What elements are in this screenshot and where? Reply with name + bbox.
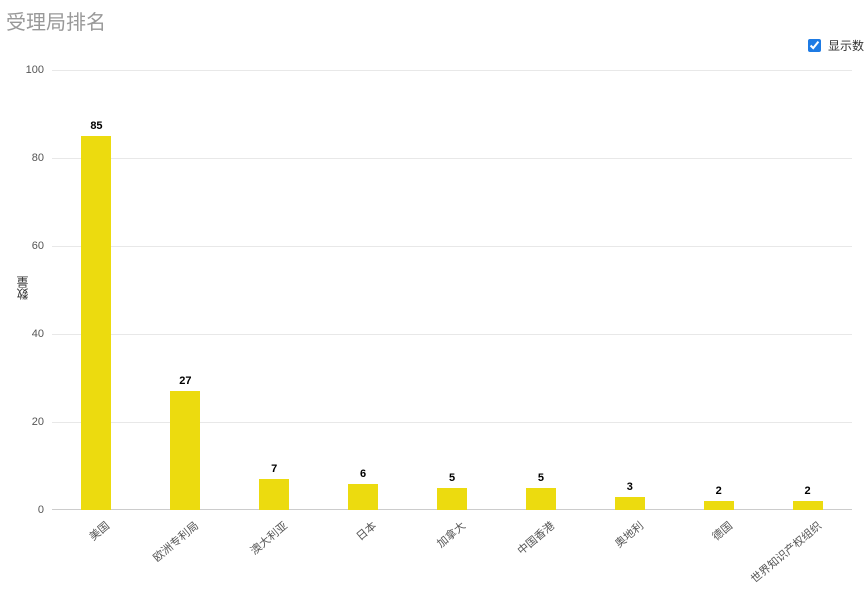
y-tick-label: 100 xyxy=(4,64,44,76)
bar[interactable] xyxy=(793,501,823,510)
bar-value-label: 3 xyxy=(627,481,633,493)
bar[interactable] xyxy=(81,136,111,510)
x-tick-label: 欧洲专利局 xyxy=(146,513,202,565)
bar[interactable] xyxy=(704,501,734,510)
bar-value-label: 7 xyxy=(271,463,277,475)
bar-group: 2德国 xyxy=(704,501,734,510)
bar-group: 6日本 xyxy=(348,484,378,510)
bar-group: 7澳大利亚 xyxy=(259,479,289,510)
bar-group: 5加拿大 xyxy=(437,488,467,510)
bar-value-label: 5 xyxy=(449,472,455,484)
x-tick-label: 世界知识产权组织 xyxy=(743,513,825,586)
x-tick-label: 澳大利亚 xyxy=(243,513,291,558)
y-tick-label: 80 xyxy=(4,152,44,164)
bar-value-label: 27 xyxy=(179,375,191,387)
bar-group: 3奥地利 xyxy=(615,497,645,510)
bar-group: 2世界知识产权组织 xyxy=(793,501,823,510)
y-tick-label: 40 xyxy=(4,328,44,340)
x-tick-label: 德国 xyxy=(704,513,735,544)
legend-toggle[interactable]: 显示数 xyxy=(804,36,864,55)
bar-value-label: 85 xyxy=(90,120,102,132)
bar-group: 5中国香港 xyxy=(526,488,556,510)
bars-container: 85美国 27欧洲专利局 7澳大利亚 6日本 5加拿大 5中国香港 3奥地利 2德国 2世界知识… xyxy=(52,70,852,510)
bar-value-label: 2 xyxy=(804,485,810,497)
bar-value-label: 6 xyxy=(360,468,366,480)
bar[interactable] xyxy=(526,488,556,510)
x-tick-label: 加拿大 xyxy=(429,513,468,551)
bar-value-label: 5 xyxy=(538,472,544,484)
bar[interactable] xyxy=(348,484,378,510)
show-values-checkbox[interactable] xyxy=(808,39,821,52)
x-tick-label: 日本 xyxy=(349,513,380,544)
x-tick-label: 美国 xyxy=(82,513,113,544)
chart-title: 受理局排名 xyxy=(6,6,106,35)
y-tick-label: 60 xyxy=(4,240,44,252)
x-tick-label: 中国香港 xyxy=(510,513,558,558)
bar[interactable] xyxy=(437,488,467,510)
bar-group: 27欧洲专利局 xyxy=(170,391,200,510)
legend-label: 显示数 xyxy=(828,37,864,54)
y-tick-label: 20 xyxy=(4,416,44,428)
y-tick-label: 0 xyxy=(4,504,44,516)
bar[interactable] xyxy=(170,391,200,510)
plot-region: 020406080100 85美国27欧洲专利局7澳大利亚6日本5加拿大5中国香… xyxy=(52,70,852,510)
bar-group: 85美国 xyxy=(81,136,111,510)
bar[interactable] xyxy=(259,479,289,510)
bar-value-label: 2 xyxy=(716,485,722,497)
x-tick-label: 奥地利 xyxy=(607,513,646,551)
bar[interactable] xyxy=(615,497,645,510)
chart-area: 020406080100 85美国27欧洲专利局7澳大利亚6日本5加拿大5中国香… xyxy=(52,70,852,594)
y-axis-label: 数量 xyxy=(14,276,31,300)
